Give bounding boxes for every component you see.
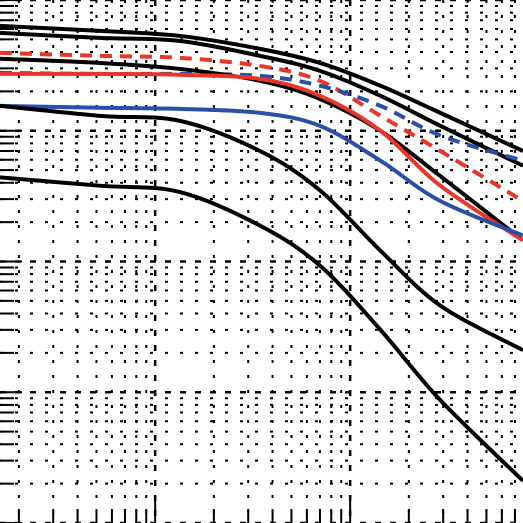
line xyxy=(0,103,523,352)
line xyxy=(0,56,523,242)
line xyxy=(0,103,523,238)
line xyxy=(0,23,523,153)
line xyxy=(0,70,523,163)
line xyxy=(0,50,523,203)
line xyxy=(0,71,523,243)
line xyxy=(0,175,523,483)
line xyxy=(0,30,523,168)
